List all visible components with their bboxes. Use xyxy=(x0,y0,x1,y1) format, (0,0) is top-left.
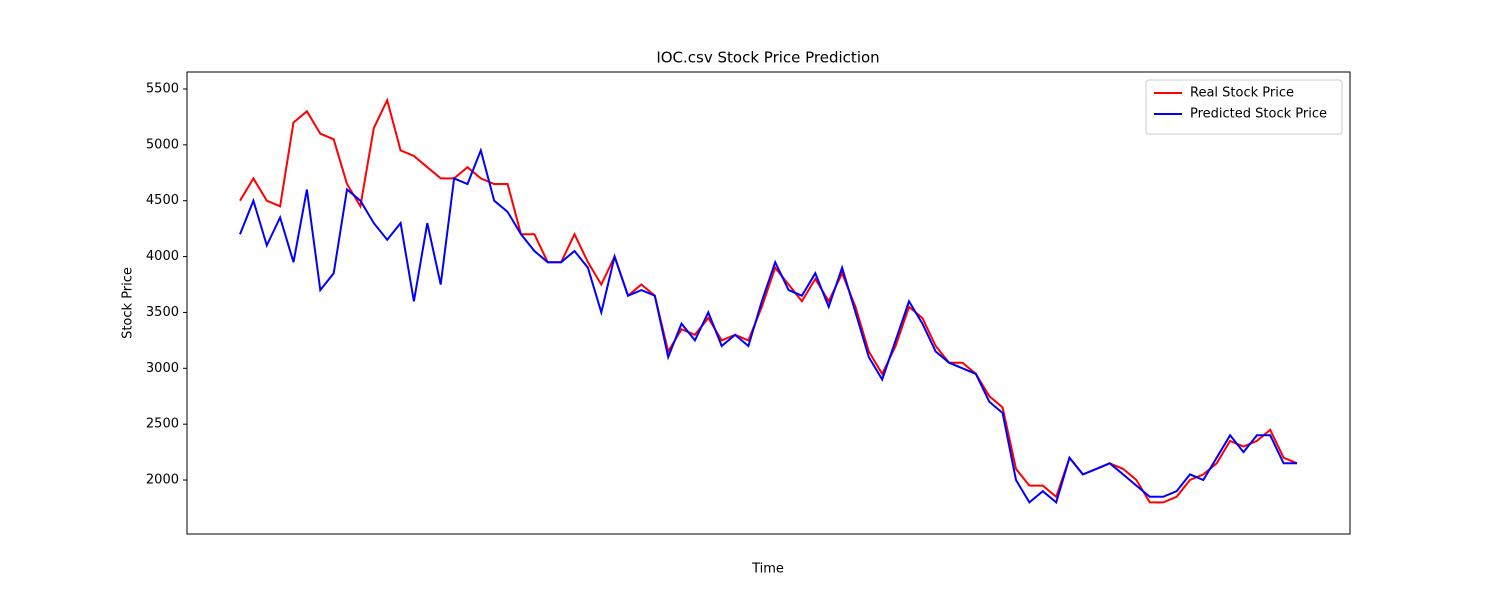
y-tick-label: 4000 xyxy=(146,249,179,264)
y-tick-label: 5500 xyxy=(146,81,179,96)
legend-label: Real Stock Price xyxy=(1190,86,1294,101)
legend-label: Predicted Stock Price xyxy=(1190,107,1327,122)
y-tick-label: 5000 xyxy=(146,137,179,152)
data-line xyxy=(239,97,1298,504)
y-tick-label: 3500 xyxy=(146,305,179,320)
y-axis-label: Stock Price xyxy=(121,267,136,339)
y-tick-label: 3000 xyxy=(146,361,179,376)
y-tick-label: 4500 xyxy=(146,193,179,208)
legend-box xyxy=(1145,79,1343,135)
x-axis-label: Time xyxy=(751,562,784,577)
y-tick-label: 2500 xyxy=(146,417,179,432)
y-tick-label: 2000 xyxy=(146,473,179,488)
chart-title: IOC.csv Stock Price Prediction xyxy=(656,49,879,67)
data-line xyxy=(239,147,1297,505)
plot-frame xyxy=(186,71,1351,535)
